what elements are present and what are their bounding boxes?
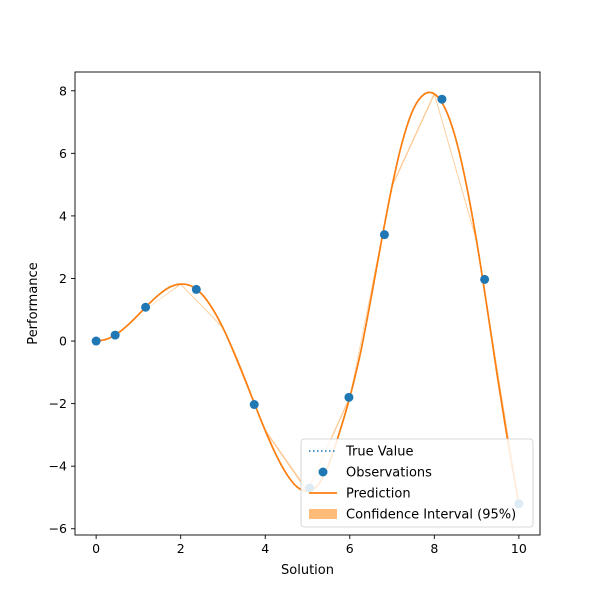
observation-point	[141, 302, 151, 312]
y-axis-ticks: −6 −4 −2 0 2 4 6 8	[49, 83, 75, 536]
x-tick-label: 0	[92, 541, 100, 556]
x-axis-label: Solution	[281, 563, 334, 578]
x-tick-label: 8	[430, 541, 438, 556]
x-tick-label: 4	[261, 541, 269, 556]
observation-point	[344, 392, 354, 402]
legend-confidence-label: Confidence Interval (95%)	[346, 508, 516, 523]
y-tick-label: −6	[49, 521, 67, 536]
x-tick-label: 2	[177, 541, 185, 556]
observation-point	[191, 284, 201, 294]
legend-true-value-label: True Value	[345, 445, 413, 460]
y-tick-label: 2	[59, 271, 67, 286]
x-tick-label: 6	[346, 541, 354, 556]
x-tick-label: 10	[511, 541, 527, 556]
y-tick-label: 6	[59, 146, 67, 161]
y-tick-label: 0	[59, 334, 67, 349]
legend: True Value Observations Prediction Confi…	[300, 438, 534, 528]
y-tick-label: −4	[49, 459, 67, 474]
y-tick-label: −2	[49, 396, 67, 411]
y-axis-label: Performance	[26, 262, 41, 344]
legend-prediction-label: Prediction	[346, 487, 411, 502]
y-tick-label: 4	[59, 208, 67, 223]
y-tick-label: 8	[59, 83, 67, 98]
observation-point	[91, 336, 101, 346]
legend-observations-label: Observations	[346, 466, 432, 481]
plot-frame	[74, 71, 541, 536]
x-axis-ticks: 0 2 4 6 8 10	[92, 535, 527, 556]
observation-point	[437, 94, 447, 104]
legend-observations-swatch	[318, 467, 328, 477]
observation-point	[110, 330, 120, 340]
legend-confidence-swatch	[309, 509, 337, 519]
legend-box	[300, 438, 534, 528]
observation-point	[379, 230, 389, 240]
observation-point	[249, 400, 259, 410]
observation-point	[480, 274, 490, 284]
